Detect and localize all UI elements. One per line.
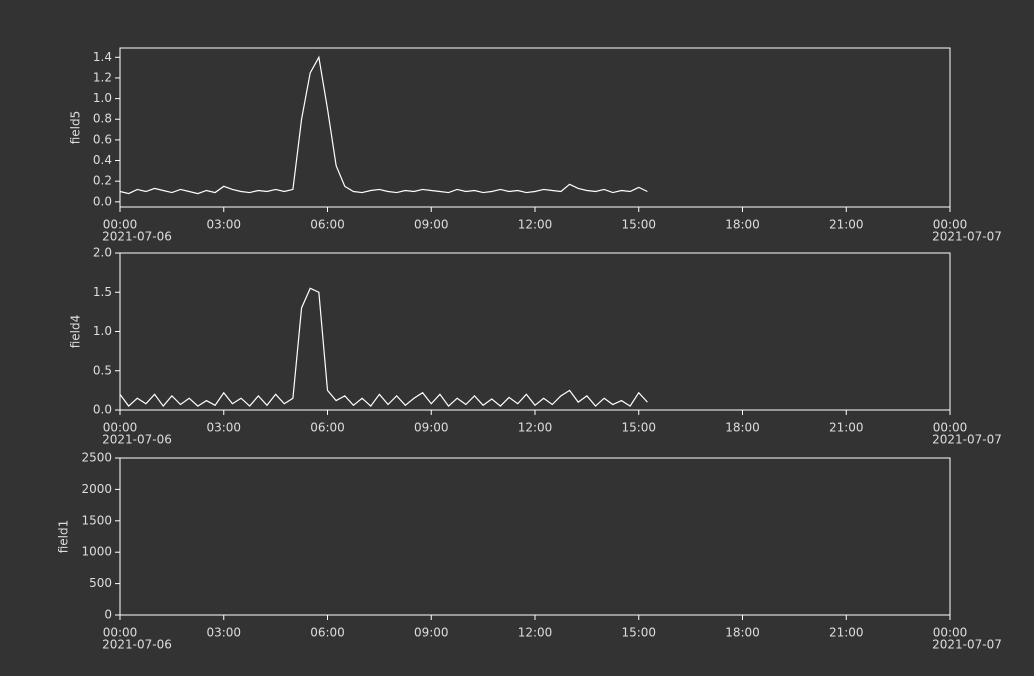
x-tick-date: 2021-07-07 bbox=[932, 638, 1002, 652]
plot-frame bbox=[119, 457, 951, 616]
x-tick-label: 18:00 bbox=[725, 421, 760, 435]
y-tick-label: 0.0 bbox=[93, 194, 112, 208]
x-tick-label: 03:00 bbox=[206, 421, 241, 435]
x-tick-label: 06:00 bbox=[310, 626, 345, 640]
data-line bbox=[119, 55, 648, 195]
y-tick-label: 1500 bbox=[81, 513, 112, 527]
y-tick-label: 0 bbox=[104, 608, 112, 622]
y-axis-label: field4 bbox=[69, 315, 83, 349]
x-tick-date: 2021-07-07 bbox=[932, 230, 1002, 244]
x-tick-date: 2021-07-06 bbox=[102, 638, 172, 652]
x-tick-label: 09:00 bbox=[414, 626, 449, 640]
x-tick-label: 21:00 bbox=[829, 218, 864, 232]
y-tick-label: 1.0 bbox=[93, 324, 112, 338]
x-tick-label: 09:00 bbox=[414, 421, 449, 435]
y-tick-label: 1.2 bbox=[93, 70, 112, 84]
y-tick-label: 1.0 bbox=[93, 91, 112, 105]
y-tick-label: 1.5 bbox=[93, 285, 112, 299]
y-tick-label: 0.2 bbox=[93, 174, 112, 188]
x-tick-date: 2021-07-06 bbox=[102, 433, 172, 447]
x-tick-label: 00:00 bbox=[103, 218, 138, 232]
y-axis-label: field1 bbox=[57, 520, 71, 554]
y-tick-label: 0.4 bbox=[93, 153, 112, 167]
data-line bbox=[119, 287, 648, 408]
x-tick-label: 18:00 bbox=[725, 218, 760, 232]
y-tick-label: 0.0 bbox=[93, 403, 112, 417]
x-tick-label: 18:00 bbox=[725, 626, 760, 640]
x-tick-label: 12:00 bbox=[518, 421, 553, 435]
y-tick-label: 500 bbox=[89, 576, 112, 590]
y-tick-label: 1000 bbox=[81, 545, 112, 559]
y-tick-label: 1.4 bbox=[93, 50, 112, 64]
x-tick-label: 15:00 bbox=[621, 626, 656, 640]
y-tick-label: 0.8 bbox=[93, 112, 112, 126]
x-tick-date: 2021-07-06 bbox=[102, 230, 172, 244]
y-tick-label: 2000 bbox=[81, 482, 112, 496]
x-tick-label: 00:00 bbox=[103, 421, 138, 435]
x-tick-label: 09:00 bbox=[414, 218, 449, 232]
x-tick-label: 12:00 bbox=[518, 626, 553, 640]
y-tick-label: 2.0 bbox=[93, 246, 112, 260]
x-tick-label: 03:00 bbox=[206, 218, 241, 232]
x-tick-label: 00:00 bbox=[933, 626, 968, 640]
x-tick-label: 06:00 bbox=[310, 218, 345, 232]
x-tick-label: 06:00 bbox=[310, 421, 345, 435]
x-tick-label: 00:00 bbox=[933, 218, 968, 232]
x-tick-label: 21:00 bbox=[829, 421, 864, 435]
x-tick-label: 15:00 bbox=[621, 421, 656, 435]
y-tick-label: 2500 bbox=[81, 451, 112, 465]
x-tick-label: 00:00 bbox=[103, 626, 138, 640]
y-tick-label: 0.5 bbox=[93, 363, 112, 377]
plot-frame bbox=[119, 47, 951, 208]
x-tick-label: 03:00 bbox=[206, 626, 241, 640]
x-tick-label: 00:00 bbox=[933, 421, 968, 435]
y-tick-label: 0.6 bbox=[93, 132, 112, 146]
plot-frame bbox=[119, 252, 951, 411]
x-tick-label: 21:00 bbox=[829, 626, 864, 640]
x-tick-date: 2021-07-07 bbox=[932, 433, 1002, 447]
x-tick-label: 15:00 bbox=[621, 218, 656, 232]
x-tick-label: 12:00 bbox=[518, 218, 553, 232]
y-axis-label: field5 bbox=[69, 111, 83, 145]
